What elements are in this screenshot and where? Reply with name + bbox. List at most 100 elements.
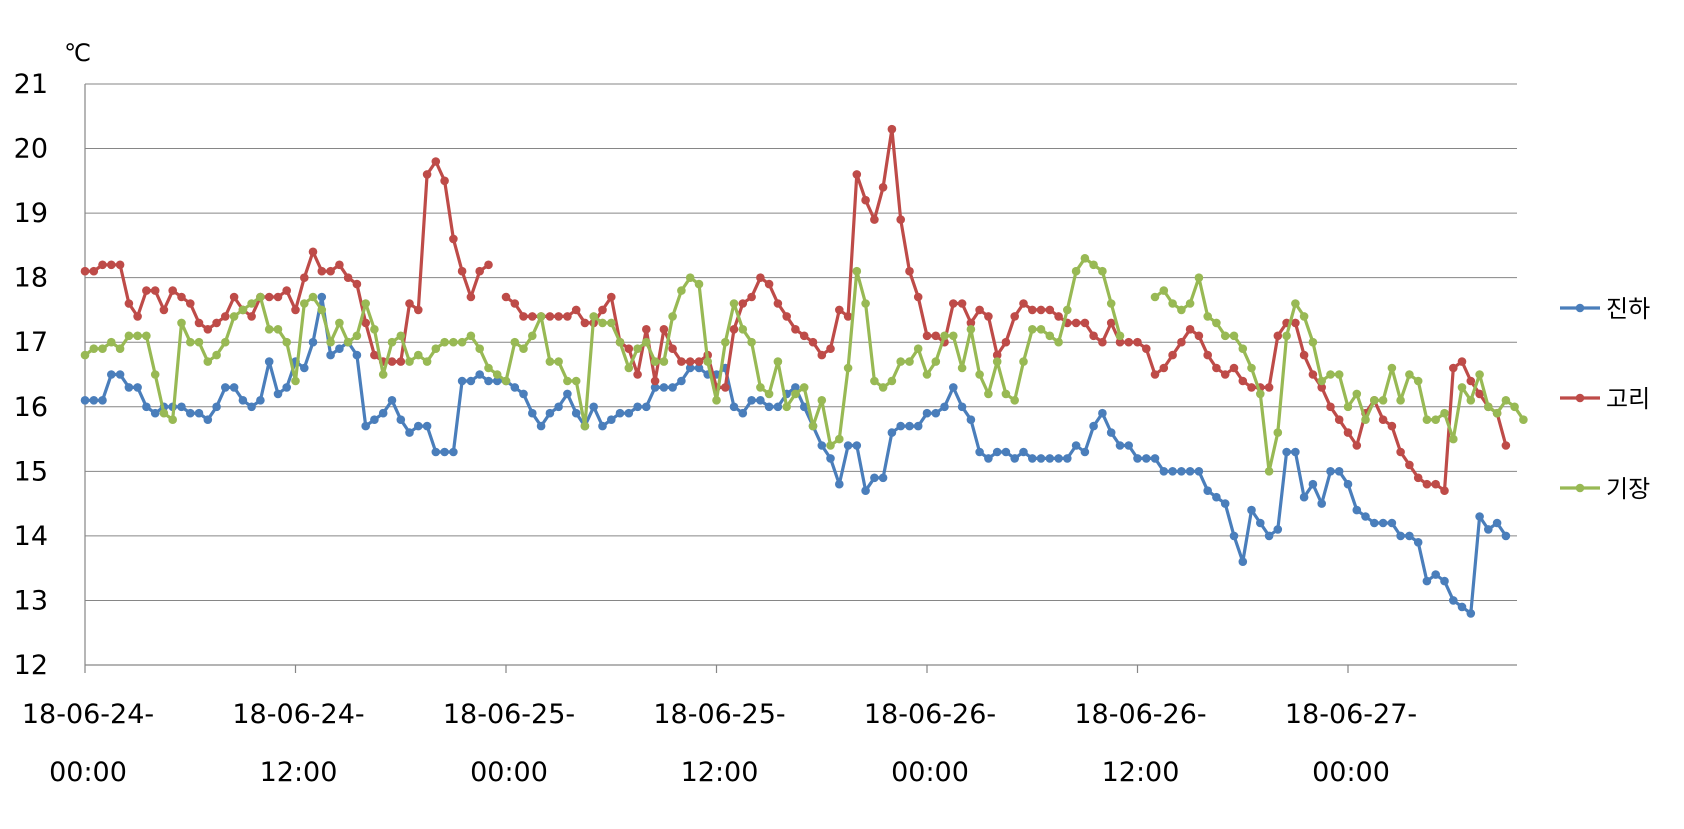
data-point [966,318,976,328]
data-point [326,350,335,360]
data-point [159,305,169,315]
data-point [650,383,660,392]
data-point [264,325,274,334]
data-point [378,370,388,379]
data-point [721,383,730,392]
data-point [484,363,493,373]
data-point [975,305,984,315]
data-point [519,344,528,354]
series-0 [80,292,1511,618]
data-point [1308,337,1318,347]
data-point [1010,454,1019,463]
data-point [650,357,660,366]
y-tick-label: 17 [14,327,48,358]
data-point [414,305,423,315]
data-point [957,363,967,373]
legend-label: 기장 [1606,475,1650,503]
data-point [1203,350,1212,360]
data-point [913,344,923,354]
data-point [738,408,748,418]
data-point [1203,312,1212,321]
data-point [1475,512,1484,521]
data-point [922,331,932,341]
data-point [291,305,300,315]
data-point [370,325,379,334]
data-point [1282,331,1291,341]
data-point [387,337,397,347]
data-point [1063,454,1072,463]
data-point [221,383,230,392]
data-point [177,402,186,412]
data-point [1045,331,1055,341]
data-point [703,357,712,366]
data-point [1466,396,1476,405]
data-point [642,325,651,334]
data-point [571,305,581,315]
data-point [668,312,677,321]
data-point [659,383,669,392]
data-point [1159,363,1169,373]
data-point [326,266,335,276]
data-point [1326,402,1335,412]
data-point [335,260,344,270]
data-point [387,357,397,366]
data-point [835,434,844,444]
data-point [1001,447,1011,457]
data-point [80,396,90,405]
data-point [1150,292,1160,302]
data-point [1492,408,1502,418]
data-point [1475,389,1484,399]
data-point [300,273,309,283]
data-point [852,170,862,179]
data-point [1001,389,1011,399]
data-point [1466,376,1476,386]
data-point [1466,609,1476,618]
data-point [212,318,221,328]
y-tick-label: 19 [14,198,48,229]
data-point [1150,454,1160,463]
data-point [1405,370,1414,379]
y-axis-unit-label: ℃ [64,39,91,67]
x-tick-label-time: 12:00 [681,757,759,788]
data-point [1133,454,1142,463]
data-point [791,389,800,399]
data-point [940,402,949,412]
data-point [545,312,555,321]
data-point [142,402,151,412]
data-point [694,279,704,289]
data-point [440,176,449,186]
data-point [1001,337,1011,347]
legend-swatch-marker [1575,483,1585,493]
data-point [1317,376,1326,386]
data-point [1080,447,1090,457]
data-point [1291,299,1300,308]
data-point [607,318,616,328]
data-point [168,286,177,295]
data-point [1264,467,1274,476]
data-point [861,299,870,308]
data-point [580,318,590,328]
data-point [1177,337,1186,347]
data-point [1343,479,1353,489]
data-point [536,421,546,431]
data-point [1054,337,1063,347]
data-point [98,344,107,354]
data-point [1422,576,1432,586]
data-point [624,344,634,354]
data-point [308,337,318,347]
data-point [563,376,572,386]
data-point [1142,454,1151,463]
data-point [501,376,511,386]
data-point [177,292,186,302]
x-tick-label-time: 00:00 [49,757,127,788]
data-point [475,370,485,379]
y-tick-label: 13 [14,585,48,616]
data-point [229,312,239,321]
data-point [642,402,651,412]
data-point [1019,357,1028,366]
data-point [440,447,449,457]
data-point [1194,467,1204,476]
data-point [247,402,256,412]
data-point [808,337,818,347]
data-point [1422,415,1432,425]
